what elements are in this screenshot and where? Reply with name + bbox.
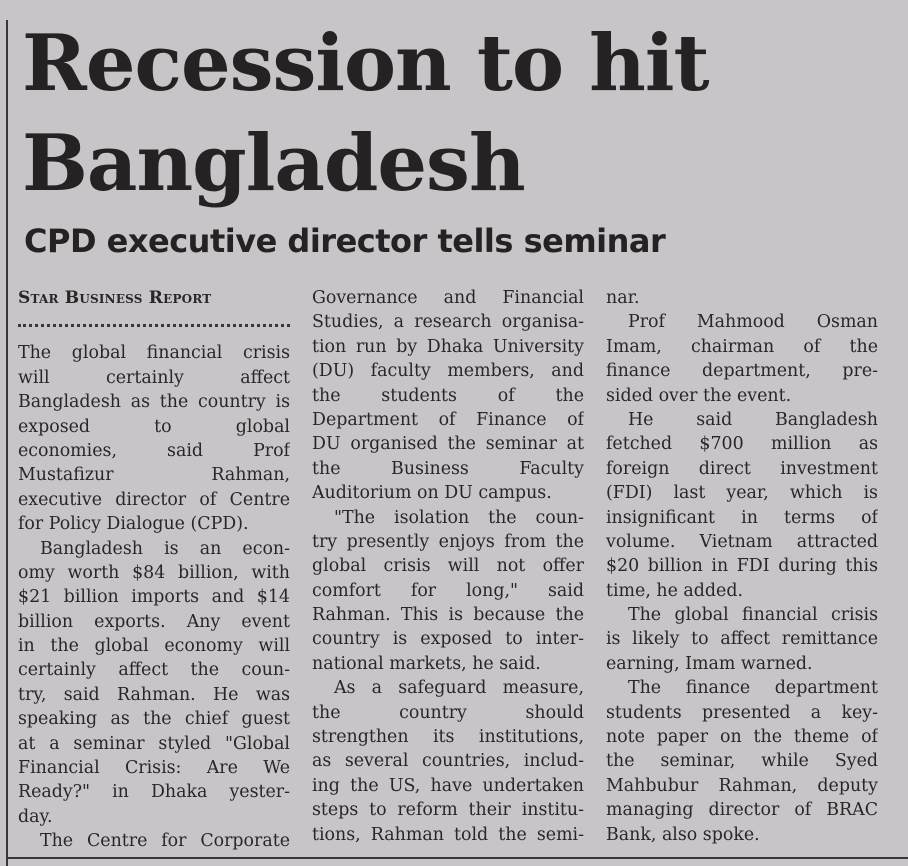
text-line: Ready?" in Dhaka yester- [18, 782, 290, 803]
headline-line-1: Recession to hit [22, 18, 709, 109]
text-line: He said Bangladesh [628, 409, 878, 430]
text-line: the country should [312, 702, 584, 723]
text-line: (FDI) last year, which is [606, 483, 878, 504]
text-line: nar. [606, 288, 640, 308]
paragraph: "The isolation the coun-try presently en… [312, 506, 584, 677]
text-line: executive director of Centre [18, 489, 290, 510]
text-line: will certainly affect [18, 367, 290, 388]
text-line: Bangladesh as the country is [18, 392, 290, 413]
text-line: fetched $700 million as [606, 434, 878, 455]
text-line: foreign direct investment [606, 458, 878, 479]
text-line: ing the US, have undertaken [312, 775, 584, 796]
text-line: Bank, also spoke. [606, 824, 760, 845]
paragraph: As a safeguard measure, the country shoul… [312, 676, 584, 847]
text-line: The global financial crisis [18, 343, 290, 364]
text-line: steps to reform their institu- [312, 800, 584, 821]
text-line: Mustafizur Rahman, [18, 465, 290, 486]
text-line: volume. Vietnam attracted [606, 531, 878, 552]
text-line: Auditorium on DU campus. [312, 483, 552, 504]
dotted-divider [18, 310, 290, 328]
paragraph: Bangladesh is an econ-omy worth $84 bill… [18, 537, 290, 830]
text-line: exposed to global [18, 416, 290, 437]
paragraph: The finance department students presented… [606, 676, 878, 847]
text-line: earning, Imam warned. [606, 653, 813, 674]
paragraph: Prof Mahmood Osman Imam, chairman of the f… [606, 310, 878, 408]
text-line: $21 billion imports and $14 [18, 587, 290, 608]
text-line: sided over the event. [606, 385, 792, 406]
text-line: the students of the [312, 385, 584, 406]
text-line: Prof Mahmood Osman [628, 312, 878, 333]
text-line: omy worth $84 billion, with [18, 562, 290, 583]
paragraph: He said Bangladesh fetched $700 million a… [606, 408, 878, 603]
text-line: country is exposed to inter- [312, 629, 584, 650]
text-line: $20 billion in FDI during this [606, 556, 878, 577]
text-line: billion exports. Any event [18, 611, 290, 632]
text-line: students presented a key- [606, 702, 878, 723]
column-body: Governance and Financial Studies, a resea… [312, 286, 584, 847]
text-line: finance department, pre- [606, 361, 878, 382]
text-line: certainly affect the coun- [18, 660, 290, 681]
paragraph: The global financial crisis is likely to … [606, 603, 878, 676]
text-line: national markets, he said. [312, 653, 541, 674]
text-line: tions, Rahman told the semi- [312, 824, 584, 845]
column-body: nar. Prof Mahmood Osman Imam, chairman of … [606, 286, 878, 847]
text-line: is likely to affect remittance [606, 629, 878, 650]
paragraph: The global financial crisis will certainl… [18, 341, 290, 536]
byline: Star Business Report [18, 288, 212, 308]
headline-line-2: Bangladesh [22, 118, 526, 209]
column-body: The global financial crisis will certainl… [18, 341, 290, 853]
paragraph: The Centre for Corporate [18, 829, 290, 853]
paragraph: nar. [606, 286, 878, 310]
text-line: insignificant in terms of [606, 507, 878, 528]
text-line: "The isolation the coun- [334, 507, 584, 528]
subheadline: CPD executive director tells seminar [24, 222, 666, 260]
text-line: Financial Crisis: Are We [18, 758, 290, 779]
column-rule-left [6, 20, 8, 866]
text-line: try, said Rahman. He was [18, 684, 290, 705]
text-line: strengthen its institutions, [312, 727, 584, 748]
text-line: The Centre for Corporate [40, 831, 290, 852]
text-line: Studies, a research organisa- [312, 312, 584, 333]
text-line: The finance department [628, 678, 878, 699]
text-line: DU organised the seminar at [312, 434, 584, 455]
text-line: Department of Finance of [312, 409, 584, 430]
text-line: Mahbubur Rahman, deputy [606, 775, 878, 796]
text-line: for Policy Dialogue (CPD). [18, 514, 249, 535]
text-line: economies, said Prof [18, 440, 290, 461]
text-line: As a safeguard measure, [334, 678, 584, 699]
text-line: Rahman. This is because the [312, 605, 584, 626]
text-line: in the global economy will [18, 636, 290, 657]
text-line: Bangladesh is an econ- [40, 538, 290, 559]
text-line: as several countries, includ- [312, 751, 584, 772]
text-line: the seminar, while Syed [606, 751, 878, 772]
text-line: try presently enjoys from the [312, 531, 584, 552]
text-line: day. [18, 806, 53, 827]
bottom-rule [8, 857, 908, 859]
text-line: speaking as the chief guest [18, 709, 290, 730]
text-line: The global financial crisis [628, 605, 878, 626]
text-line: managing director of BRAC [606, 800, 878, 821]
text-line: the Business Faculty [312, 458, 584, 479]
text-line: Imam, chairman of the [606, 336, 878, 357]
text-line: Governance and Financial [312, 288, 584, 308]
article-column-3: nar. Prof Mahmood Osman Imam, chairman of … [606, 286, 878, 847]
text-line: comfort for long," said [312, 580, 584, 601]
text-line: time, he added. [606, 580, 743, 601]
article-column-2: Governance and Financial Studies, a resea… [312, 286, 584, 847]
article-column-1: Star Business Report The global financia… [18, 286, 290, 854]
text-line: at a seminar styled "Global [18, 733, 290, 754]
text-line: note paper on the theme of [606, 727, 878, 748]
text-line: global crisis will not offer [312, 556, 584, 577]
paragraph: Governance and Financial Studies, a resea… [312, 286, 584, 506]
text-line: (DU) faculty members, and [312, 361, 584, 382]
text-line: tion run by Dhaka University [312, 336, 584, 357]
